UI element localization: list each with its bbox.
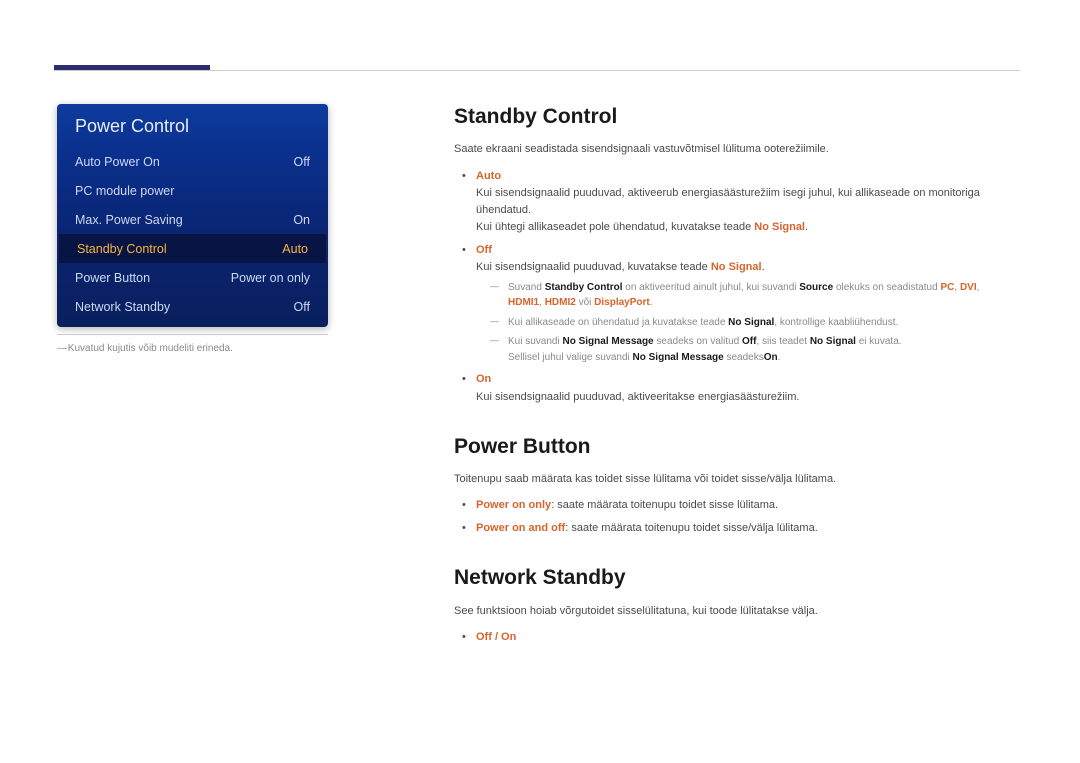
option-text: : saate määrata toitenupu toidet sisse/v…: [565, 522, 818, 534]
row-value: Off: [294, 300, 310, 314]
option-text: : saate määrata toitenupu toidet sisse l…: [551, 499, 778, 511]
option-off-on: Off / On: [476, 629, 1010, 646]
sub-note: Suvand Standby Control on aktiveeritud a…: [498, 280, 1010, 311]
panel-footnote: ― Kuvatud kujutis võib mudeliti erineda.: [57, 334, 328, 354]
highlighted-term: No Signal: [711, 261, 762, 273]
power-control-menu-panel: Power Control Auto Power On Off PC modul…: [57, 104, 328, 327]
row-value: Auto: [282, 242, 308, 256]
option-label: Power on and off: [476, 522, 565, 534]
option-off: Off Kui sisendsignaalid puuduvad, kuvata…: [476, 242, 1010, 366]
option-text: Kui sisendsignaalid puuduvad, aktiveerit…: [476, 391, 799, 403]
content-column: Standby Control Saate ekraani seadistada…: [454, 104, 1010, 652]
footnote-text: Kuvatud kujutis võib mudeliti erineda.: [68, 343, 233, 354]
row-value: Power on only: [231, 271, 310, 285]
menu-row-standby-control[interactable]: Standby Control Auto: [59, 234, 326, 263]
option-label: Off: [476, 244, 492, 256]
option-label: On: [476, 373, 491, 385]
menu-row-power-button[interactable]: Power Button Power on only: [57, 263, 328, 292]
option-label: Off / On: [476, 631, 516, 643]
panel-title: Power Control: [57, 104, 328, 147]
row-value: On: [293, 213, 310, 227]
heading-power-button: Power Button: [454, 434, 1010, 459]
section-power-button: Power Button Toitenupu saab määrata kas …: [454, 434, 1010, 538]
row-label: Power Button: [75, 271, 150, 285]
power-button-desc: Toitenupu saab määrata kas toidet sisse …: [454, 471, 1010, 488]
row-label: Auto Power On: [75, 155, 160, 169]
menu-row-max-power-saving[interactable]: Max. Power Saving On: [57, 205, 328, 234]
sub-note: Kui suvandi No Signal Message seadeks on…: [498, 334, 1010, 365]
menu-row-network-standby[interactable]: Network Standby Off: [57, 292, 328, 321]
row-label: Network Standby: [75, 300, 170, 314]
sub-note: Kui allikaseade on ühendatud ja kuvataks…: [498, 315, 1010, 331]
header-divider: [54, 70, 1020, 71]
option-power-on-only: Power on only: saate määrata toitenupu t…: [476, 497, 1010, 514]
option-label: Power on only: [476, 499, 551, 511]
menu-row-pc-module-power[interactable]: PC module power: [57, 176, 328, 205]
option-text: .: [762, 261, 765, 273]
row-label: Standby Control: [77, 242, 167, 256]
option-auto: Auto Kui sisendsignaalid puuduvad, aktiv…: [476, 168, 1010, 236]
menu-row-auto-power-on[interactable]: Auto Power On Off: [57, 147, 328, 176]
section-network-standby: Network Standby See funktsioon hoiab võr…: [454, 565, 1010, 646]
network-desc: See funktsioon hoiab võrgutoidet sisselü…: [454, 603, 1010, 620]
option-text: Kui sisendsignaalid puuduvad, kuvatakse …: [476, 261, 711, 273]
highlighted-term: No Signal: [754, 221, 805, 233]
option-on: On Kui sisendsignaalid puuduvad, aktivee…: [476, 371, 1010, 405]
row-label: PC module power: [75, 184, 174, 198]
option-power-on-and-off: Power on and off: saate määrata toitenup…: [476, 520, 1010, 537]
standby-desc: Saate ekraani seadistada sisendsignaali …: [454, 141, 1010, 158]
option-text: Kui ühtegi allikaseadet pole ühendatud, …: [476, 221, 754, 233]
option-label: Auto: [476, 170, 501, 182]
option-text: Kui sisendsignaalid puuduvad, aktiveerub…: [476, 187, 980, 216]
heading-network-standby: Network Standby: [454, 565, 1010, 590]
row-value: Off: [294, 155, 310, 169]
heading-standby-control: Standby Control: [454, 104, 1010, 129]
row-label: Max. Power Saving: [75, 213, 183, 227]
dash-icon: ―: [57, 343, 65, 354]
option-text: .: [805, 221, 808, 233]
section-standby-control: Standby Control Saate ekraani seadistada…: [454, 104, 1010, 406]
